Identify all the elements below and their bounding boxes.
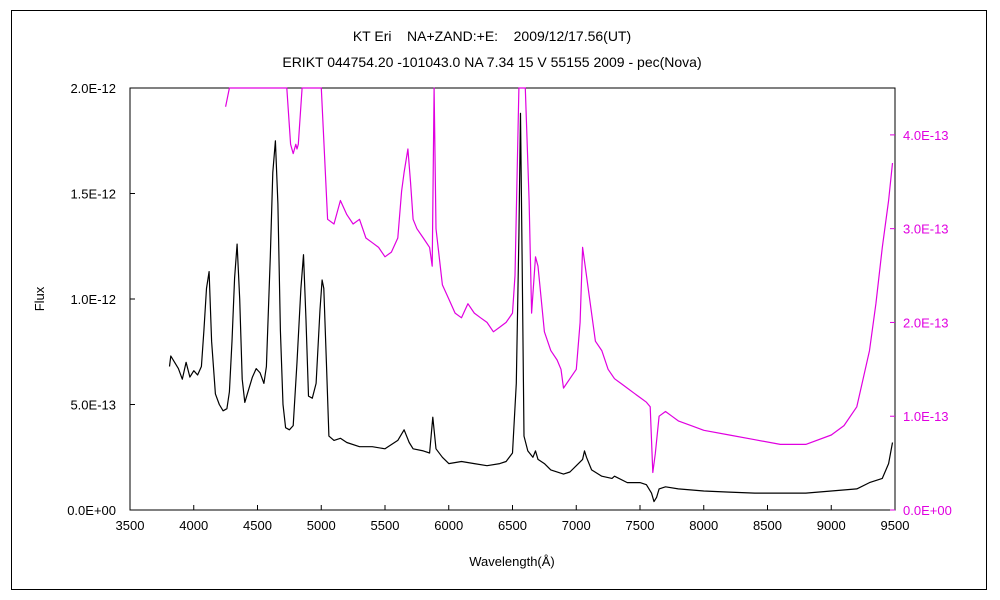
y-left-tick-label: 0.0E+00: [67, 503, 116, 518]
y-right-tick-label: 1.0E-13: [903, 409, 949, 424]
series-line-left: [168, 112, 894, 503]
y-axis-label: Flux: [32, 286, 47, 311]
x-tick-label: 4000: [179, 518, 208, 533]
x-tick-label: 9000: [817, 518, 846, 533]
y-left-tick-label: 1.0E-12: [70, 292, 116, 307]
x-tick-label: 4500: [243, 518, 272, 533]
x-tick-label: 3500: [116, 518, 145, 533]
y-right-tick-label: 2.0E-13: [903, 315, 949, 330]
y-right-tick-label: 4.0E-13: [903, 128, 949, 143]
x-axis-label: Wavelength(Å): [469, 554, 555, 569]
x-axis: 3500 4000 4500 5000 5500 6000 6500 7000 7500 8000…: [116, 505, 910, 533]
x-tick-label: 7500: [626, 518, 655, 533]
y-left-tick-label: 1.5E-12: [70, 187, 116, 202]
y-left-tick-label: 5.0E-13: [70, 398, 116, 413]
x-tick-label: 7000: [562, 518, 591, 533]
y-axis-left: 0.0E+00 5.0E-13 1.0E-12 1.5E-12 2.0E-12: [67, 81, 135, 518]
y-axis-right: 0.0E+00 1.0E-13 2.0E-13 3.0E-13 4.0E-13: [890, 128, 952, 518]
x-tick-label: 6500: [498, 518, 527, 533]
x-tick-label: 5500: [371, 518, 400, 533]
chart-frame: [11, 10, 987, 590]
y-left-tick-label: 2.0E-12: [70, 81, 116, 96]
x-tick-label: 9500: [881, 518, 910, 533]
y-right-tick-label: 3.0E-13: [903, 222, 949, 237]
x-tick-label: 8000: [689, 518, 718, 533]
x-tick-label: 5000: [307, 518, 336, 533]
y-right-tick-label: 0.0E+00: [903, 503, 952, 518]
chart-title: KT Eri NA+ZAND:+E: 2009/12/17.56(UT): [353, 28, 631, 44]
chart-subtitle: ERIKT 044754.20 -101043.0 NA 7.34 15 V 5…: [282, 54, 701, 70]
series-lines: [168, 87, 894, 503]
x-tick-label: 8500: [753, 518, 782, 533]
x-tick-label: 6000: [434, 518, 463, 533]
series-line-right: [225, 87, 894, 474]
